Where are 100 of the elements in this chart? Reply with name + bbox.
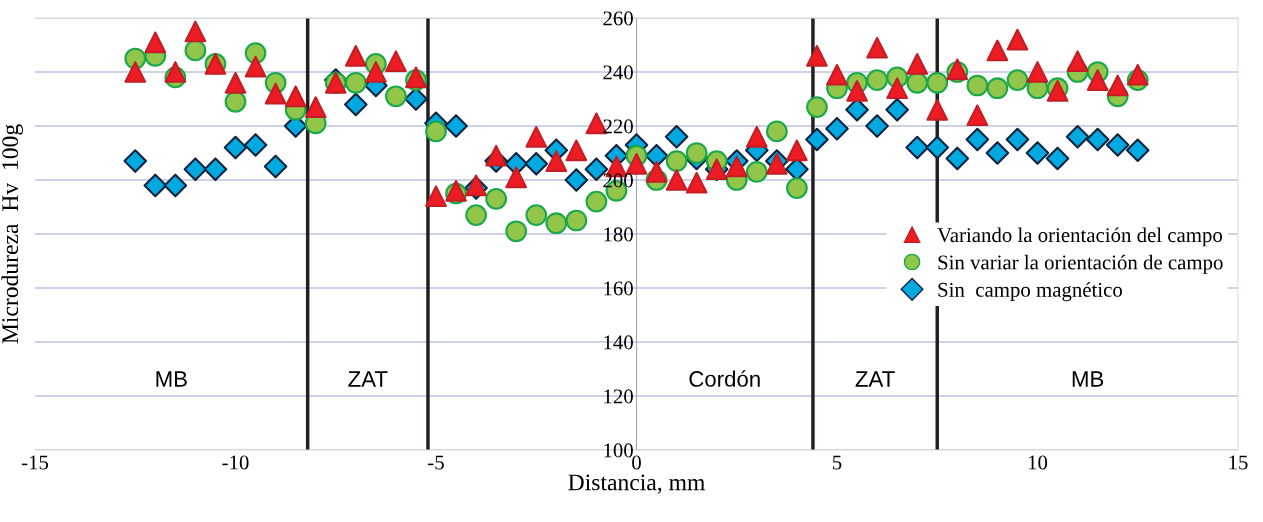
point	[1006, 28, 1029, 51]
legend-label: Sin campo magnético	[938, 282, 1122, 302]
point	[805, 127, 829, 152]
point	[344, 44, 367, 67]
point	[1045, 146, 1070, 171]
point	[525, 204, 548, 226]
point	[1066, 50, 1089, 73]
point	[745, 125, 768, 148]
point	[665, 150, 688, 172]
point	[344, 92, 368, 117]
point	[1065, 125, 1090, 149]
point	[404, 87, 428, 111]
point	[725, 155, 748, 178]
point	[344, 71, 367, 94]
point	[945, 146, 970, 171]
annotation: ZAT	[855, 371, 895, 387]
annotation: Cordón	[689, 370, 760, 387]
point	[906, 53, 929, 75]
point	[263, 154, 288, 179]
y-tick-label: 160	[604, 281, 633, 296]
point	[264, 82, 287, 105]
point	[865, 114, 889, 138]
y-tick-label: 260	[603, 11, 633, 26]
point	[665, 169, 688, 191]
point	[765, 120, 788, 143]
point	[1026, 61, 1049, 83]
point	[123, 149, 148, 173]
x-tick-label: 5	[833, 455, 842, 470]
point	[1025, 141, 1050, 165]
point	[223, 135, 248, 160]
point	[825, 116, 849, 141]
x-tick-label: -5	[428, 455, 444, 470]
y-tick-label: 220	[603, 119, 633, 134]
point	[966, 104, 989, 127]
point	[164, 61, 187, 83]
point	[846, 80, 868, 102]
point	[184, 39, 207, 62]
point	[786, 139, 808, 162]
legend-label: Sin variar la orientación de campo	[938, 254, 1223, 274]
y-tick-label: 180	[604, 227, 633, 242]
point	[926, 71, 949, 94]
y-tick-label: 240	[603, 65, 633, 80]
point	[985, 141, 1010, 165]
point	[926, 98, 949, 121]
point	[385, 50, 407, 73]
point	[244, 55, 267, 78]
point	[806, 44, 828, 67]
x-tick-label: 15	[1229, 455, 1248, 470]
point	[986, 39, 1009, 62]
annotation: ZAT	[348, 371, 388, 387]
point	[564, 168, 589, 192]
point	[485, 144, 508, 167]
point	[545, 150, 568, 172]
point	[144, 31, 167, 54]
point	[184, 20, 207, 43]
legend-label: Variando la orientación del campo	[937, 227, 1223, 247]
y-tick-label: 140	[604, 335, 633, 350]
point	[183, 157, 208, 181]
point	[505, 166, 528, 189]
point	[525, 125, 548, 148]
point	[1006, 69, 1029, 91]
point	[866, 69, 888, 91]
point	[885, 98, 909, 122]
point	[304, 96, 327, 118]
point	[425, 120, 447, 143]
point	[364, 61, 387, 83]
point	[385, 85, 407, 108]
point	[625, 152, 648, 175]
point	[545, 212, 568, 235]
point	[685, 142, 708, 164]
point	[565, 209, 588, 232]
point	[826, 63, 848, 86]
y-tick-label: 120	[604, 389, 633, 404]
point	[925, 135, 950, 160]
x-tick-label: -10	[222, 455, 249, 470]
point	[965, 127, 990, 152]
point	[284, 85, 307, 108]
point	[444, 114, 468, 138]
point	[664, 125, 689, 149]
point	[124, 61, 147, 83]
x-axis-title: Distancia, mm	[568, 474, 705, 494]
point	[966, 74, 989, 97]
point	[806, 96, 828, 118]
point	[163, 173, 188, 198]
point	[505, 220, 528, 243]
point	[986, 77, 1009, 100]
point	[565, 139, 588, 162]
point	[645, 161, 668, 183]
point	[465, 204, 487, 226]
point	[1106, 74, 1129, 97]
point	[1105, 133, 1130, 157]
point	[143, 173, 168, 198]
point	[203, 157, 228, 181]
point	[1125, 138, 1150, 163]
y-tick-label: 100	[604, 443, 633, 458]
y-axis-title: Microdureza Hv 100g	[1, 124, 23, 344]
point	[644, 143, 669, 168]
point	[224, 71, 247, 94]
point	[1005, 127, 1030, 152]
point	[745, 161, 768, 183]
